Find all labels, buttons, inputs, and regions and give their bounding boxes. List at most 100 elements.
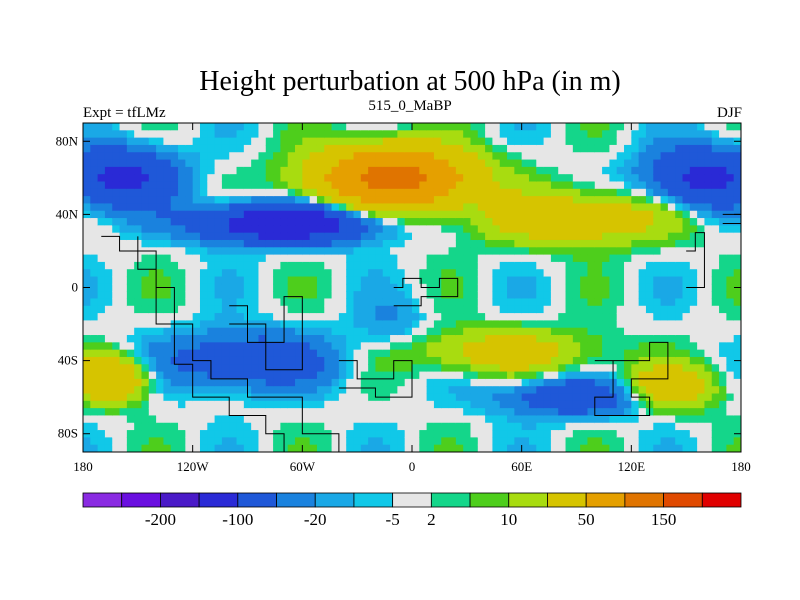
heatmap-cell — [528, 123, 537, 131]
heatmap-cell — [163, 159, 172, 168]
heatmap-cell — [624, 130, 632, 139]
heatmap-cell — [441, 335, 450, 343]
heatmap-cell — [104, 356, 113, 365]
heatmap-cell — [185, 305, 194, 314]
heatmap-cell — [126, 400, 135, 409]
heatmap-cell — [470, 422, 479, 431]
heatmap-cell — [528, 181, 537, 190]
heatmap-cell — [426, 188, 435, 197]
heatmap-cell — [609, 159, 618, 168]
heatmap-cell — [433, 210, 442, 219]
heatmap-cell — [170, 393, 179, 402]
heatmap-cell — [660, 247, 669, 256]
heatmap-cell — [338, 422, 347, 431]
heatmap-cell — [331, 166, 340, 175]
heatmap-cell — [207, 415, 216, 424]
heatmap-cell — [141, 269, 150, 278]
heatmap-cell — [675, 335, 684, 343]
heatmap-cell — [163, 408, 172, 417]
heatmap-cell — [536, 415, 545, 424]
heatmap-cell — [631, 123, 640, 131]
heatmap-cell — [528, 210, 537, 219]
heatmap-cell — [83, 364, 91, 373]
heatmap-cell — [397, 232, 406, 241]
heatmap-cell — [682, 188, 691, 197]
heatmap-cell — [390, 335, 398, 343]
heatmap-cell — [616, 254, 625, 263]
heatmap-cell — [616, 174, 625, 183]
heatmap-cell — [675, 210, 684, 219]
heatmap-cell — [199, 342, 208, 351]
heatmap-cell — [492, 196, 501, 205]
heatmap-cell — [273, 261, 281, 270]
heatmap-cell — [558, 400, 567, 409]
heatmap-cell — [507, 437, 515, 446]
heatmap-cell — [229, 356, 238, 365]
heatmap-cell — [419, 232, 428, 241]
heatmap-cell — [316, 196, 325, 205]
heatmap-cell — [602, 291, 610, 300]
heatmap-cell — [382, 298, 391, 307]
heatmap-cell — [368, 232, 377, 241]
heatmap-cell — [624, 298, 632, 307]
heatmap-cell — [580, 130, 589, 139]
heatmap-cell — [448, 313, 457, 321]
heatmap-cell — [199, 166, 208, 175]
heatmap-cell — [331, 137, 340, 146]
heatmap-cell — [302, 181, 311, 190]
heatmap-cell — [148, 378, 157, 387]
heatmap-cell — [397, 130, 406, 139]
heatmap-cell — [433, 144, 442, 153]
heatmap-cell — [338, 123, 347, 131]
heatmap-cell — [353, 393, 362, 402]
heatmap-cell — [243, 349, 252, 358]
heatmap-cell — [90, 159, 99, 168]
heatmap-cell — [360, 393, 369, 402]
heatmap-cell — [360, 166, 369, 175]
heatmap-cell — [214, 181, 223, 190]
heatmap-cell — [594, 159, 603, 168]
heatmap-cell — [433, 276, 442, 285]
heatmap-cell — [185, 130, 194, 139]
heatmap-cell — [360, 261, 369, 270]
heatmap-cell — [346, 123, 355, 131]
heatmap-cell — [602, 276, 610, 285]
heatmap-cell — [382, 218, 391, 226]
heatmap-cell — [528, 203, 537, 212]
heatmap-cell — [536, 276, 545, 285]
heatmap-cell — [689, 298, 698, 307]
heatmap-cell — [536, 313, 545, 321]
heatmap-cell — [287, 137, 296, 146]
heatmap-cell — [470, 298, 479, 307]
heatmap-cell — [631, 181, 640, 190]
heatmap-cell — [207, 261, 216, 270]
heatmap-cell — [273, 305, 281, 314]
heatmap-cell — [726, 232, 735, 241]
heatmap-cell — [141, 393, 150, 402]
heatmap-cell — [697, 247, 706, 256]
heatmap-cell — [112, 203, 121, 212]
heatmap-cell — [565, 349, 574, 358]
heatmap-cell — [207, 232, 216, 241]
heatmap-cell — [97, 247, 106, 256]
heatmap-cell — [280, 137, 289, 146]
heatmap-cell — [309, 422, 318, 431]
heatmap-cell — [412, 210, 420, 219]
heatmap-cell — [631, 159, 640, 168]
heatmap-cell — [112, 137, 121, 146]
heatmap-cell — [302, 166, 311, 175]
heatmap-cell — [419, 210, 428, 219]
heatmap-cell — [492, 371, 501, 380]
heatmap-cell — [207, 123, 216, 131]
heatmap-cell — [558, 239, 567, 248]
heatmap-cell — [163, 239, 172, 248]
heatmap-cell — [587, 232, 596, 241]
heatmap-cell — [485, 144, 494, 153]
heatmap-cell — [667, 261, 676, 270]
heatmap-cell — [163, 144, 172, 153]
heatmap-cell — [448, 276, 457, 285]
heatmap-cell — [295, 422, 303, 431]
heatmap-cell — [536, 335, 545, 343]
heatmap-cell — [507, 291, 515, 300]
heatmap-cell — [499, 232, 508, 241]
